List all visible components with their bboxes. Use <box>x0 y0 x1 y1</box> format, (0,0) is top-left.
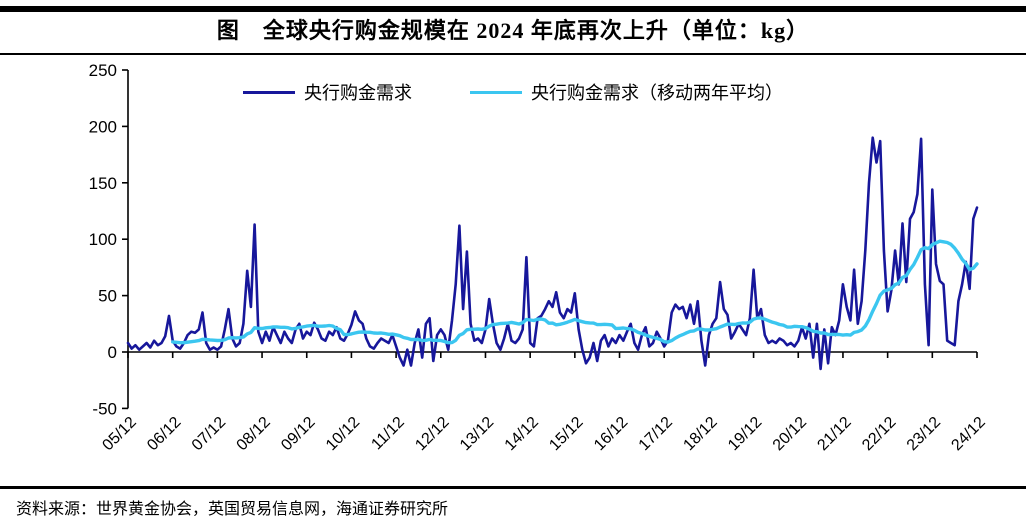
x-tick-label: 14/12 <box>502 414 542 454</box>
x-tick-label: 06/12 <box>144 414 184 454</box>
y-tick-label: 50 <box>98 287 117 306</box>
y-tick-label: -50 <box>92 399 117 418</box>
x-tick-label: 07/12 <box>189 414 229 454</box>
x-tick-label: 09/12 <box>278 414 318 454</box>
legend-label-monthly: 央行购金需求 <box>304 83 412 103</box>
y-tick-label: 150 <box>89 174 117 193</box>
x-tick-label: 24/12 <box>948 414 988 454</box>
legend-item-moving-average: 央行购金需求（移动两年平均） <box>470 79 783 105</box>
y-tick-label: 100 <box>89 230 117 249</box>
legend-line-swatch-cyan <box>470 90 522 94</box>
x-tick-label: 15/12 <box>546 414 586 454</box>
legend: 央行购金需求 央行购金需求（移动两年平均） <box>0 79 1026 105</box>
x-tick-label: 23/12 <box>904 414 944 454</box>
x-tick-label: 10/12 <box>323 414 363 454</box>
x-tick-label: 16/12 <box>591 414 631 454</box>
x-tick-label: 05/12 <box>99 414 139 454</box>
y-tick-label: 250 <box>89 61 117 80</box>
x-tick-label: 21/12 <box>814 414 854 454</box>
source-note: 资料来源：世界黄金协会，英国贸易信息网，海通证券研究所 <box>16 501 449 518</box>
legend-line-swatch-navy <box>243 90 295 94</box>
legend-item-monthly: 央行购金需求 <box>243 79 412 105</box>
x-tick-label: 11/12 <box>368 414 408 454</box>
legend-label-moving-average: 央行购金需求（移动两年平均） <box>531 83 783 103</box>
y-tick-label: 200 <box>89 117 117 136</box>
x-tick-label: 18/12 <box>680 414 720 454</box>
x-tick-label: 08/12 <box>234 414 274 454</box>
chart-title: 图 全球央行购金规模在 2024 年底再次上升（单位：kg） <box>216 18 810 43</box>
x-tick-label: 19/12 <box>725 414 765 454</box>
title-separator-rule <box>0 53 1026 55</box>
x-tick-label: 20/12 <box>770 414 810 454</box>
x-tick-label: 17/12 <box>636 414 676 454</box>
y-tick-label: 0 <box>108 343 117 362</box>
series-line-moving-average <box>171 239 979 345</box>
x-tick-label: 12/12 <box>412 414 452 454</box>
x-tick-label: 13/12 <box>457 414 497 454</box>
x-tick-label: 22/12 <box>859 414 899 454</box>
top-border-rule <box>0 6 1026 12</box>
footer-separator-rule <box>0 486 1026 489</box>
